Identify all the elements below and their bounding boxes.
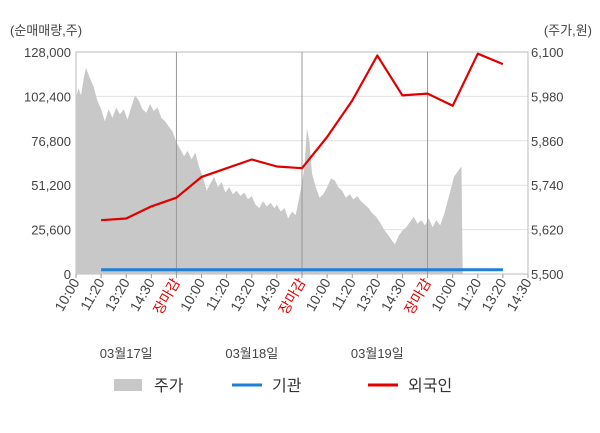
right-axis-unit: (주가,원) <box>544 23 592 38</box>
left-tick-label: 51,200 <box>31 178 71 193</box>
right-tick-label: 5,740 <box>531 178 564 193</box>
x-tick-label: 13:20 <box>353 275 384 314</box>
right-tick-label: 5,500 <box>531 267 564 282</box>
x-tick-label: 장마감 <box>275 275 308 317</box>
legend-swatch-area <box>114 379 142 391</box>
x-tick-label: 10:00 <box>428 275 459 314</box>
left-tick-label: 76,800 <box>31 134 71 149</box>
x-tick-label: 10:00 <box>177 275 208 314</box>
date-label: 03월17일 <box>100 346 153 361</box>
left-tick-label: 25,600 <box>31 223 71 238</box>
series-area-price <box>76 67 463 274</box>
x-tick-label: 13:20 <box>227 275 258 314</box>
left-tick-label: 102,400 <box>24 89 71 104</box>
x-tick-label: 장마감 <box>150 275 183 317</box>
x-tick-label: 10:00 <box>302 275 333 314</box>
left-axis-unit: (순매매량,주) <box>10 23 82 38</box>
right-tick-label: 5,860 <box>531 134 564 149</box>
left-tick-label: 128,000 <box>24 45 71 60</box>
x-tick-label: 13:20 <box>101 275 132 314</box>
left-tick-label: 0 <box>64 267 71 282</box>
legend-label: 주가 <box>154 377 184 395</box>
x-tick-label: 13:20 <box>478 275 509 314</box>
right-tick-label: 6,100 <box>531 45 564 60</box>
x-tick-label: 14:30 <box>503 275 534 314</box>
x-tick-label: 장마감 <box>401 275 434 317</box>
right-tick-label: 5,620 <box>531 223 564 238</box>
right-tick-label: 5,980 <box>531 89 564 104</box>
date-label: 03월19일 <box>351 346 404 361</box>
legend-label: 외국인 <box>408 377 452 395</box>
date-label: 03월18일 <box>225 346 278 361</box>
legend-label: 기관 <box>272 377 302 395</box>
series-line <box>101 52 504 222</box>
x-tick-label: 10:00 <box>51 275 82 314</box>
